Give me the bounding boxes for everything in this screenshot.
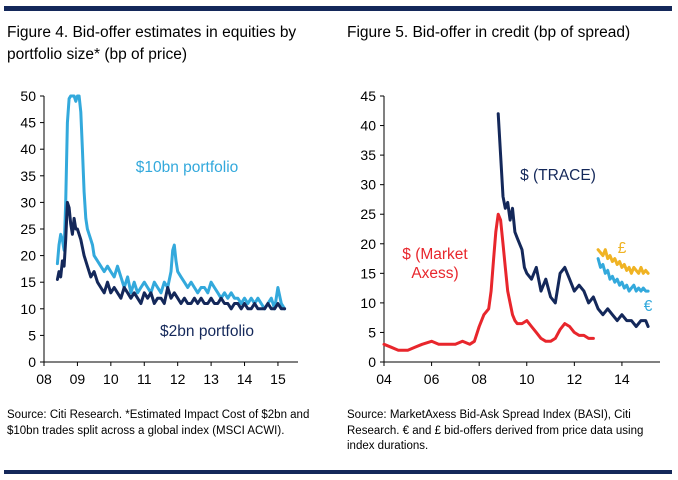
fig5-y-tick-label: 30 <box>360 177 376 193</box>
fig5-series-trace-line <box>496 112 650 328</box>
fig4-x-tick-label: 10 <box>103 371 119 387</box>
fig4-source: Source: Citi Research. *Estimated Impact… <box>7 409 310 437</box>
fig4-series-label: $2bn portfolio <box>160 323 254 340</box>
fig4-x-tick-label: 08 <box>36 371 52 387</box>
fig4-y-tick-label: 0 <box>28 354 36 370</box>
fig4-x-tick-label: 13 <box>203 371 219 387</box>
fig4-y-tick-label: 20 <box>20 248 36 264</box>
fig5-x-tick-label: 12 <box>567 371 583 387</box>
bottom-rule <box>4 470 672 474</box>
fig5-y-tick-label: 35 <box>360 147 376 163</box>
fig4-x-tick-label: 15 <box>270 371 286 387</box>
fig4-y-tick-label: 30 <box>20 194 36 210</box>
fig5-x-tick-label: 10 <box>519 371 535 387</box>
fig4-series-label: $10bn portfolio <box>136 159 239 176</box>
fig4-series-2bn-portfolio-line <box>55 200 287 311</box>
fig5-source: Source: MarketAxess Bid-Ask Spread Index… <box>347 409 644 452</box>
fig4-x-tick-label: 09 <box>70 371 86 387</box>
fig4-y-tick-label: 25 <box>20 221 36 237</box>
fig4-y-tick-label: 10 <box>20 301 36 317</box>
fig5-y-tick-label: 0 <box>368 354 376 370</box>
fig5-y-tick-label: 10 <box>360 295 376 311</box>
fig4-y-tick-label: 40 <box>20 141 36 157</box>
fig5-x-tick-label: 04 <box>376 371 392 387</box>
fig4-y-tick-label: 50 <box>20 88 36 104</box>
fig4-x-tick-label: 12 <box>170 371 186 387</box>
fig5-y-tick-label: 40 <box>360 118 376 134</box>
fig5-y-tick-label: 5 <box>368 324 376 340</box>
fig5-series-label: Axess) <box>411 265 458 282</box>
fig5-y-tick-label: 45 <box>360 88 376 104</box>
fig4-y-tick-label: 35 <box>20 168 36 184</box>
fig4-y-tick-label: 45 <box>20 115 36 131</box>
fig5-title: Figure 5. Bid-offer in credit (bp of spr… <box>347 24 631 41</box>
fig4-y-tick-label: 15 <box>20 274 36 290</box>
fig5-series--line <box>596 248 650 275</box>
fig5-series-market-axess-line <box>382 212 595 352</box>
fig5-y-tick-label: 25 <box>360 206 376 222</box>
top-rule <box>4 6 672 11</box>
fig5-series-label: $ (Market <box>402 246 468 263</box>
fig5-series-label: $ (TRACE) <box>520 167 596 184</box>
fig4-series-10bn-portfolio-line <box>55 94 287 311</box>
fig5-series-label: £ <box>618 240 627 257</box>
fig4-title: Figure 4. Bid-offer estimates in equitie… <box>7 24 297 63</box>
fig4-y-tick-label: 5 <box>28 327 36 343</box>
fig5-series-label: € <box>644 298 653 315</box>
fig5-y-tick-label: 20 <box>360 236 376 252</box>
fig5-series--line <box>596 257 650 293</box>
fig4-x-tick-label: 14 <box>237 371 253 387</box>
fig5-y-tick-label: 15 <box>360 265 376 281</box>
fig4-x-tick-label: 11 <box>137 371 152 387</box>
fig5-x-tick-label: 06 <box>424 371 440 387</box>
fig5-x-tick-label: 08 <box>471 371 487 387</box>
fig5-x-tick-label: 14 <box>614 371 630 387</box>
